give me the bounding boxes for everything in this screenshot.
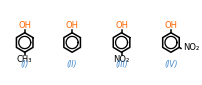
Text: (IV): (IV)	[164, 59, 178, 69]
Text: CH₃: CH₃	[17, 55, 33, 64]
Text: (I): (I)	[21, 59, 29, 69]
Text: OH: OH	[66, 21, 79, 30]
Text: (III): (III)	[115, 59, 128, 69]
Text: OH: OH	[115, 21, 128, 30]
Text: OH: OH	[18, 21, 31, 30]
Text: (II): (II)	[67, 59, 77, 69]
Text: NO₂: NO₂	[114, 55, 130, 64]
Text: NO₂: NO₂	[183, 43, 199, 52]
Text: OH: OH	[164, 21, 178, 30]
